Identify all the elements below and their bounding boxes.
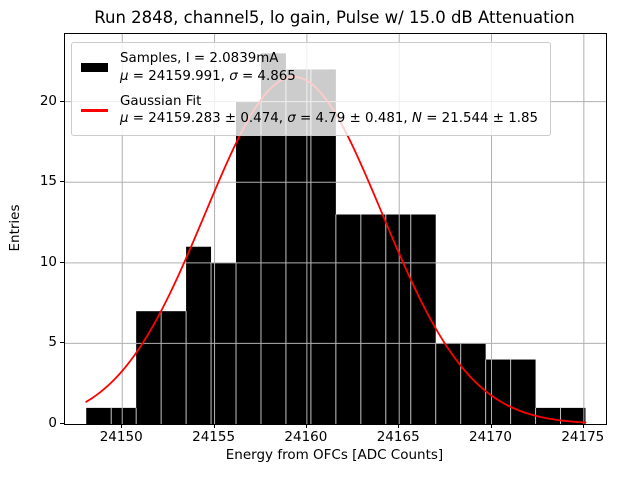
x-tick-label: 24150 bbox=[99, 429, 143, 445]
black-bar-swatch bbox=[81, 63, 108, 73]
histogram-bar bbox=[161, 311, 187, 424]
histogram-bar bbox=[360, 214, 386, 424]
histogram-bar bbox=[136, 311, 162, 424]
x-tick-label: 24165 bbox=[376, 429, 420, 445]
legend-entry-text: Samples, I = 2.0839mA μ = 24159.991, σ = … bbox=[120, 50, 296, 86]
legend-text-line: Gaussian Fit bbox=[120, 93, 202, 109]
y-tick-mark bbox=[60, 423, 64, 424]
x-axis-label: Energy from OFCs [ADC Counts] bbox=[225, 447, 444, 463]
y-tick-mark bbox=[60, 100, 64, 102]
histogram-bar bbox=[485, 359, 511, 424]
plot-title: Run 2848, channel5, lo gain, Pulse w/ 15… bbox=[94, 8, 575, 27]
y-tick-label: 0 bbox=[48, 415, 57, 431]
x-tick-label: 24155 bbox=[192, 429, 236, 445]
legend-entry-gaussian-fit: Gaussian Fit μ = 24159.283 ± 0.474, σ = 4… bbox=[81, 93, 538, 129]
y-tick-label: 15 bbox=[39, 173, 57, 190]
x-tick-mark bbox=[582, 424, 584, 428]
legend-text-line: μ = 24159.283 ± 0.474, σ = 4.79 ± 0.481,… bbox=[120, 111, 539, 127]
y-tick-mark bbox=[60, 261, 64, 263]
histogram-bar bbox=[410, 214, 436, 424]
x-tick-label: 24170 bbox=[469, 429, 512, 445]
legend-entry-text: Gaussian Fit μ = 24159.283 ± 0.474, σ = 4… bbox=[120, 93, 538, 129]
x-tick-mark bbox=[121, 424, 123, 428]
red-line-swatch bbox=[81, 109, 108, 112]
x-tick-label: 24160 bbox=[284, 429, 328, 445]
legend-entry-samples: Samples, I = 2.0839mA μ = 24159.991, σ = … bbox=[81, 50, 538, 86]
x-tick-label: 24175 bbox=[561, 429, 605, 445]
legend-swatch-col bbox=[81, 63, 110, 73]
histogram-bar bbox=[335, 214, 361, 424]
plot-area: Samples, I = 2.0839mA μ = 24159.991, σ = … bbox=[64, 33, 607, 425]
x-tick-mark bbox=[398, 424, 400, 428]
legend: Samples, I = 2.0839mA μ = 24159.991, σ = … bbox=[71, 42, 552, 137]
y-tick-label: 20 bbox=[39, 92, 57, 109]
x-tick-mark bbox=[213, 424, 215, 428]
legend-text-line: Samples, I = 2.0839mA bbox=[120, 51, 279, 66]
histogram-bar bbox=[111, 407, 137, 424]
y-tick-label: 10 bbox=[39, 253, 57, 270]
legend-text-line: μ = 24159.991, σ = 4.865 bbox=[120, 68, 296, 84]
y-tick-label: 5 bbox=[48, 334, 57, 351]
x-tick-mark bbox=[490, 424, 492, 428]
histogram-bar bbox=[385, 214, 411, 424]
histogram-bar bbox=[560, 407, 586, 424]
x-tick-mark bbox=[305, 424, 307, 428]
y-tick-mark bbox=[60, 342, 64, 344]
histogram-bar bbox=[86, 407, 112, 424]
histogram-bar bbox=[460, 343, 486, 424]
histogram-bar bbox=[435, 343, 461, 424]
legend-swatch-col bbox=[81, 109, 110, 112]
y-tick-mark bbox=[60, 181, 64, 183]
y-axis-label: Entries bbox=[7, 204, 23, 252]
histogram-bar bbox=[510, 359, 536, 424]
histogram-bar bbox=[186, 246, 212, 424]
